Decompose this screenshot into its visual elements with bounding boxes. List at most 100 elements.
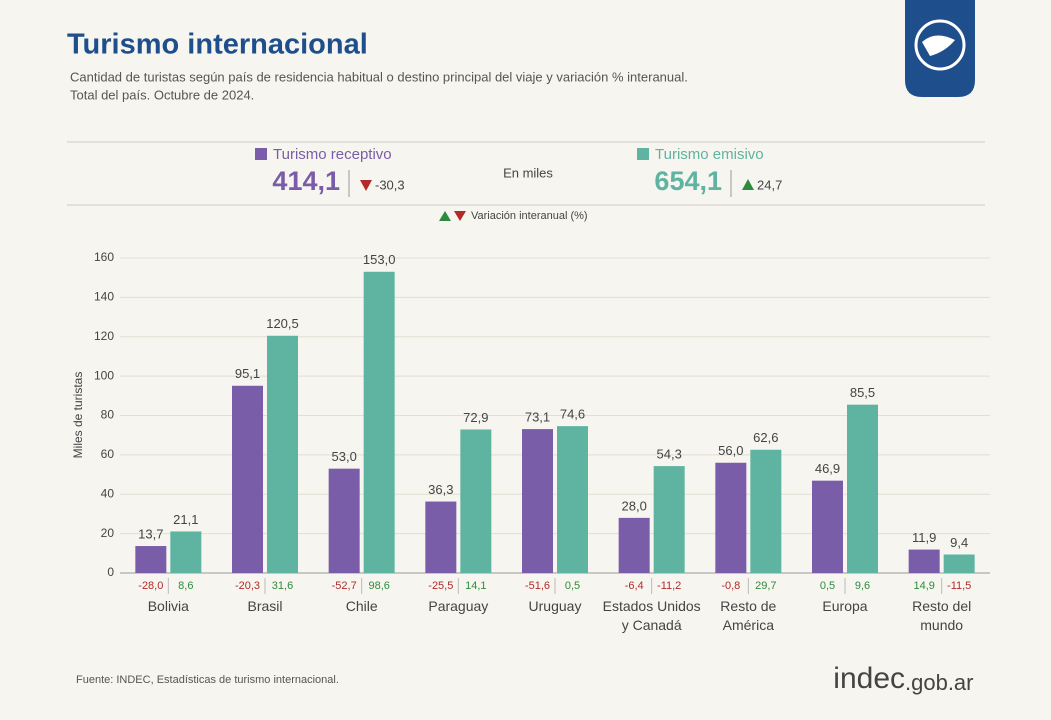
variation-label: 14,9 xyxy=(913,580,934,592)
x-tick-line: mundo xyxy=(920,617,963,633)
bar xyxy=(363,271,395,573)
source: Fuente: INDEC, Estadísticas de turismo i… xyxy=(76,674,339,686)
total-value: 654,1 xyxy=(654,166,722,196)
variation-label: 98,6 xyxy=(368,580,389,592)
x-tick-line: Brasil xyxy=(247,598,282,614)
title: Turismo internacional xyxy=(67,29,368,61)
value-label: 36,3 xyxy=(428,482,453,497)
bar xyxy=(715,462,747,573)
legend-swatch xyxy=(255,148,267,160)
variation-label: -25,5 xyxy=(428,580,453,592)
bar xyxy=(170,531,202,573)
variation-label: 29,7 xyxy=(755,580,776,592)
x-tick-line: Resto del xyxy=(912,598,971,614)
x-tick-line: Uruguay xyxy=(529,598,582,614)
total-value: 414,1 xyxy=(272,166,340,196)
value-label: 74,6 xyxy=(560,407,585,422)
variation-label: -0,8 xyxy=(721,580,740,592)
variation-label: -6,4 xyxy=(625,580,644,592)
x-tick-label: Brasil xyxy=(247,598,282,614)
y-tick-label: 80 xyxy=(101,408,115,422)
y-tick-label: 120 xyxy=(94,329,114,343)
y-tick-label: 60 xyxy=(101,447,115,461)
x-tick-line: América xyxy=(723,617,775,633)
y-tick-label: 140 xyxy=(94,290,114,304)
variation-label: -28,0 xyxy=(138,580,163,592)
x-tick-label: Resto de América xyxy=(720,598,776,633)
bar xyxy=(232,385,263,573)
y-tick-label: 20 xyxy=(101,526,115,540)
variation-label: 0,5 xyxy=(565,580,580,592)
variation-legend: Variación interanual (%) xyxy=(471,210,588,222)
x-tick-line: Estados Unidos xyxy=(603,598,701,614)
variation-label: -20,3 xyxy=(235,580,260,592)
x-tick-line: y Canadá xyxy=(622,617,682,633)
arrow-up xyxy=(742,179,754,190)
x-tick-label: Europa xyxy=(822,598,867,614)
bar xyxy=(653,466,685,573)
subtitle: Cantidad de turistas según país de resid… xyxy=(70,69,688,84)
value-label: 11,9 xyxy=(912,530,936,545)
x-tick-line: Paraguay xyxy=(428,598,488,614)
variation-label: -51,6 xyxy=(525,580,550,592)
total-variation: 24,7 xyxy=(757,177,782,192)
legend-label: Turismo receptivo xyxy=(273,146,392,163)
x-tick-line: Europa xyxy=(822,598,867,614)
logo-globe xyxy=(914,19,966,71)
subtitle: Total del país. Octubre de 2024. xyxy=(70,87,254,102)
arrow-down xyxy=(360,180,372,191)
total-variation: -30,3 xyxy=(375,177,405,192)
value-label: 72,9 xyxy=(463,410,488,425)
legend-up xyxy=(439,211,451,221)
value-label: 85,5 xyxy=(850,385,875,400)
x-tick-line: Chile xyxy=(346,598,378,614)
value-label: 13,7 xyxy=(138,526,163,541)
bar xyxy=(908,549,940,573)
x-tick-label: Bolivia xyxy=(148,598,189,614)
value-label: 120,5 xyxy=(266,316,299,331)
value-label: 95,1 xyxy=(235,366,260,381)
value-label: 21,1 xyxy=(173,512,198,527)
variation-label: 9,6 xyxy=(855,580,870,592)
x-tick-label: Estados Unidos y Canadá xyxy=(603,598,701,633)
bar xyxy=(812,480,843,573)
y-tick-label: 40 xyxy=(101,486,115,500)
value-label: 9,4 xyxy=(950,535,968,550)
bar xyxy=(267,335,298,573)
bar xyxy=(847,404,878,573)
x-tick-line: Resto de xyxy=(720,598,776,614)
y-tick-label: 100 xyxy=(94,368,114,382)
logo-shape xyxy=(922,35,955,56)
logo-suffix: .gob.ar xyxy=(905,670,974,695)
x-tick-line: Bolivia xyxy=(148,598,189,614)
y-axis-label: Miles de turistas xyxy=(71,372,85,459)
unit-note: En miles xyxy=(503,165,553,180)
y-tick-label: 160 xyxy=(94,250,114,264)
value-label: 46,9 xyxy=(815,461,840,476)
logo-text: indec xyxy=(833,662,905,695)
variation-label: -11,5 xyxy=(947,580,971,592)
x-tick-label: Chile xyxy=(346,598,378,614)
legend-swatch xyxy=(637,148,649,160)
bar xyxy=(943,554,975,573)
bar xyxy=(750,449,782,573)
variation-label: -11,2 xyxy=(657,580,681,592)
variation-label: -52,7 xyxy=(332,580,357,592)
value-label: 28,0 xyxy=(622,498,647,513)
bar xyxy=(522,429,553,573)
bar xyxy=(328,468,360,573)
variation-label: 0,5 xyxy=(820,580,835,592)
value-label: 73,1 xyxy=(525,410,550,425)
variation-label: 14,1 xyxy=(465,580,486,592)
legend-down xyxy=(454,211,466,221)
variation-label: 31,6 xyxy=(272,580,293,592)
bar xyxy=(557,426,588,573)
x-tick-label: Uruguay xyxy=(529,598,582,614)
x-tick-label: Resto del mundo xyxy=(912,598,971,633)
bar xyxy=(135,546,167,573)
value-label: 56,0 xyxy=(718,443,743,458)
y-tick-label: 0 xyxy=(107,565,114,579)
value-label: 54,3 xyxy=(657,447,682,462)
